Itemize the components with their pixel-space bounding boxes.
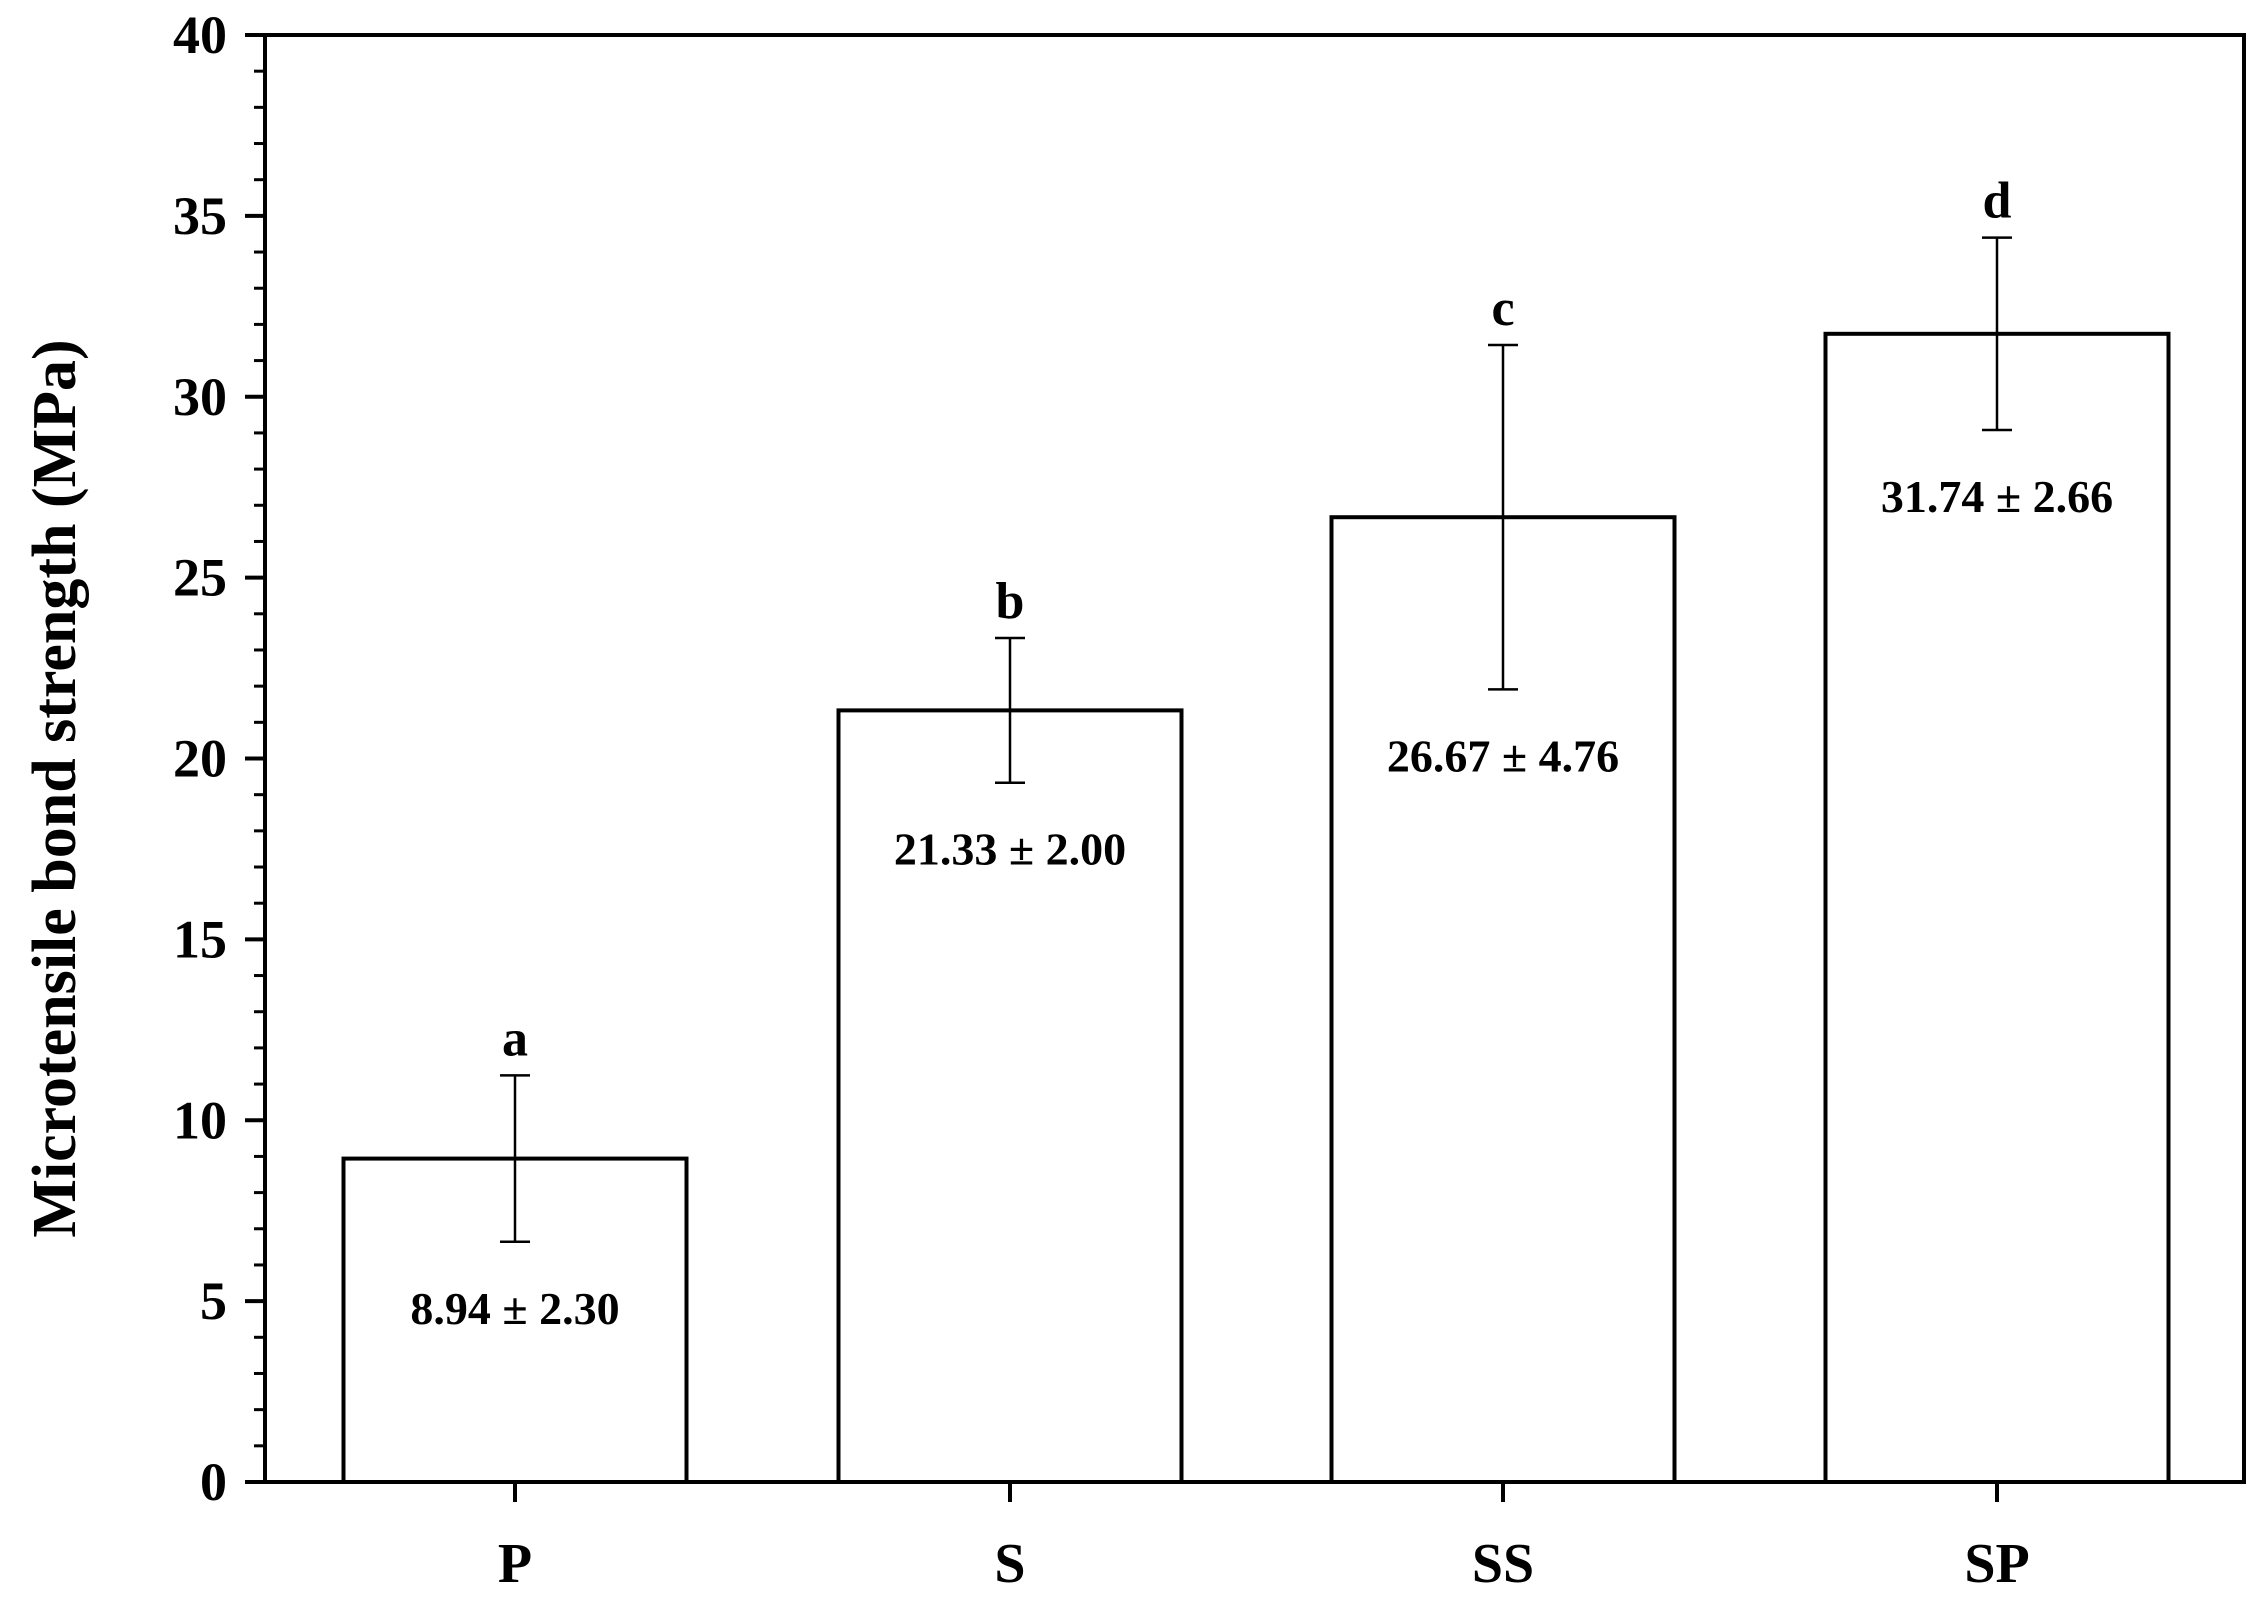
y-tick-label: 40 bbox=[173, 5, 227, 65]
data-labels: 8.94 ± 2.30 a 21.33 ± 2.00 b 26.67 ± 4.76 c 31… bbox=[410, 173, 2113, 1334]
y-tick-label: 5 bbox=[200, 1271, 227, 1331]
y-tick-label: 10 bbox=[173, 1090, 227, 1150]
y-tick-label: 25 bbox=[173, 548, 227, 608]
x-tick-label: P bbox=[498, 1533, 532, 1595]
x-tick-label: SP bbox=[1964, 1533, 2029, 1595]
y-tick-label: 0 bbox=[200, 1452, 227, 1512]
group-letter: c bbox=[1491, 280, 1514, 337]
value-label: 8.94 ± 2.30 bbox=[410, 1283, 619, 1334]
y-tick-label: 35 bbox=[173, 186, 227, 246]
y-tick-label: 30 bbox=[173, 367, 227, 427]
group-letter: b bbox=[996, 573, 1025, 630]
value-label: 26.67 ± 4.76 bbox=[1387, 730, 1619, 781]
bar-sp bbox=[1823, 331, 2171, 1484]
bar-s bbox=[836, 708, 1184, 1484]
value-label: 21.33 ± 2.00 bbox=[894, 824, 1126, 875]
bars bbox=[341, 331, 2171, 1484]
y-tick-label: 15 bbox=[173, 909, 227, 969]
x-tick-label: SS bbox=[1472, 1533, 1534, 1595]
group-letter: a bbox=[502, 1010, 528, 1067]
value-label: 31.74 ± 2.66 bbox=[1881, 471, 2113, 522]
y-axis-title: Microtensile bond strength (MPa) bbox=[21, 339, 89, 1237]
error-bars bbox=[500, 236, 2012, 1244]
y-tick-label: 20 bbox=[173, 729, 227, 789]
group-letter: d bbox=[1983, 173, 2012, 230]
x-tick-label: S bbox=[994, 1533, 1025, 1595]
